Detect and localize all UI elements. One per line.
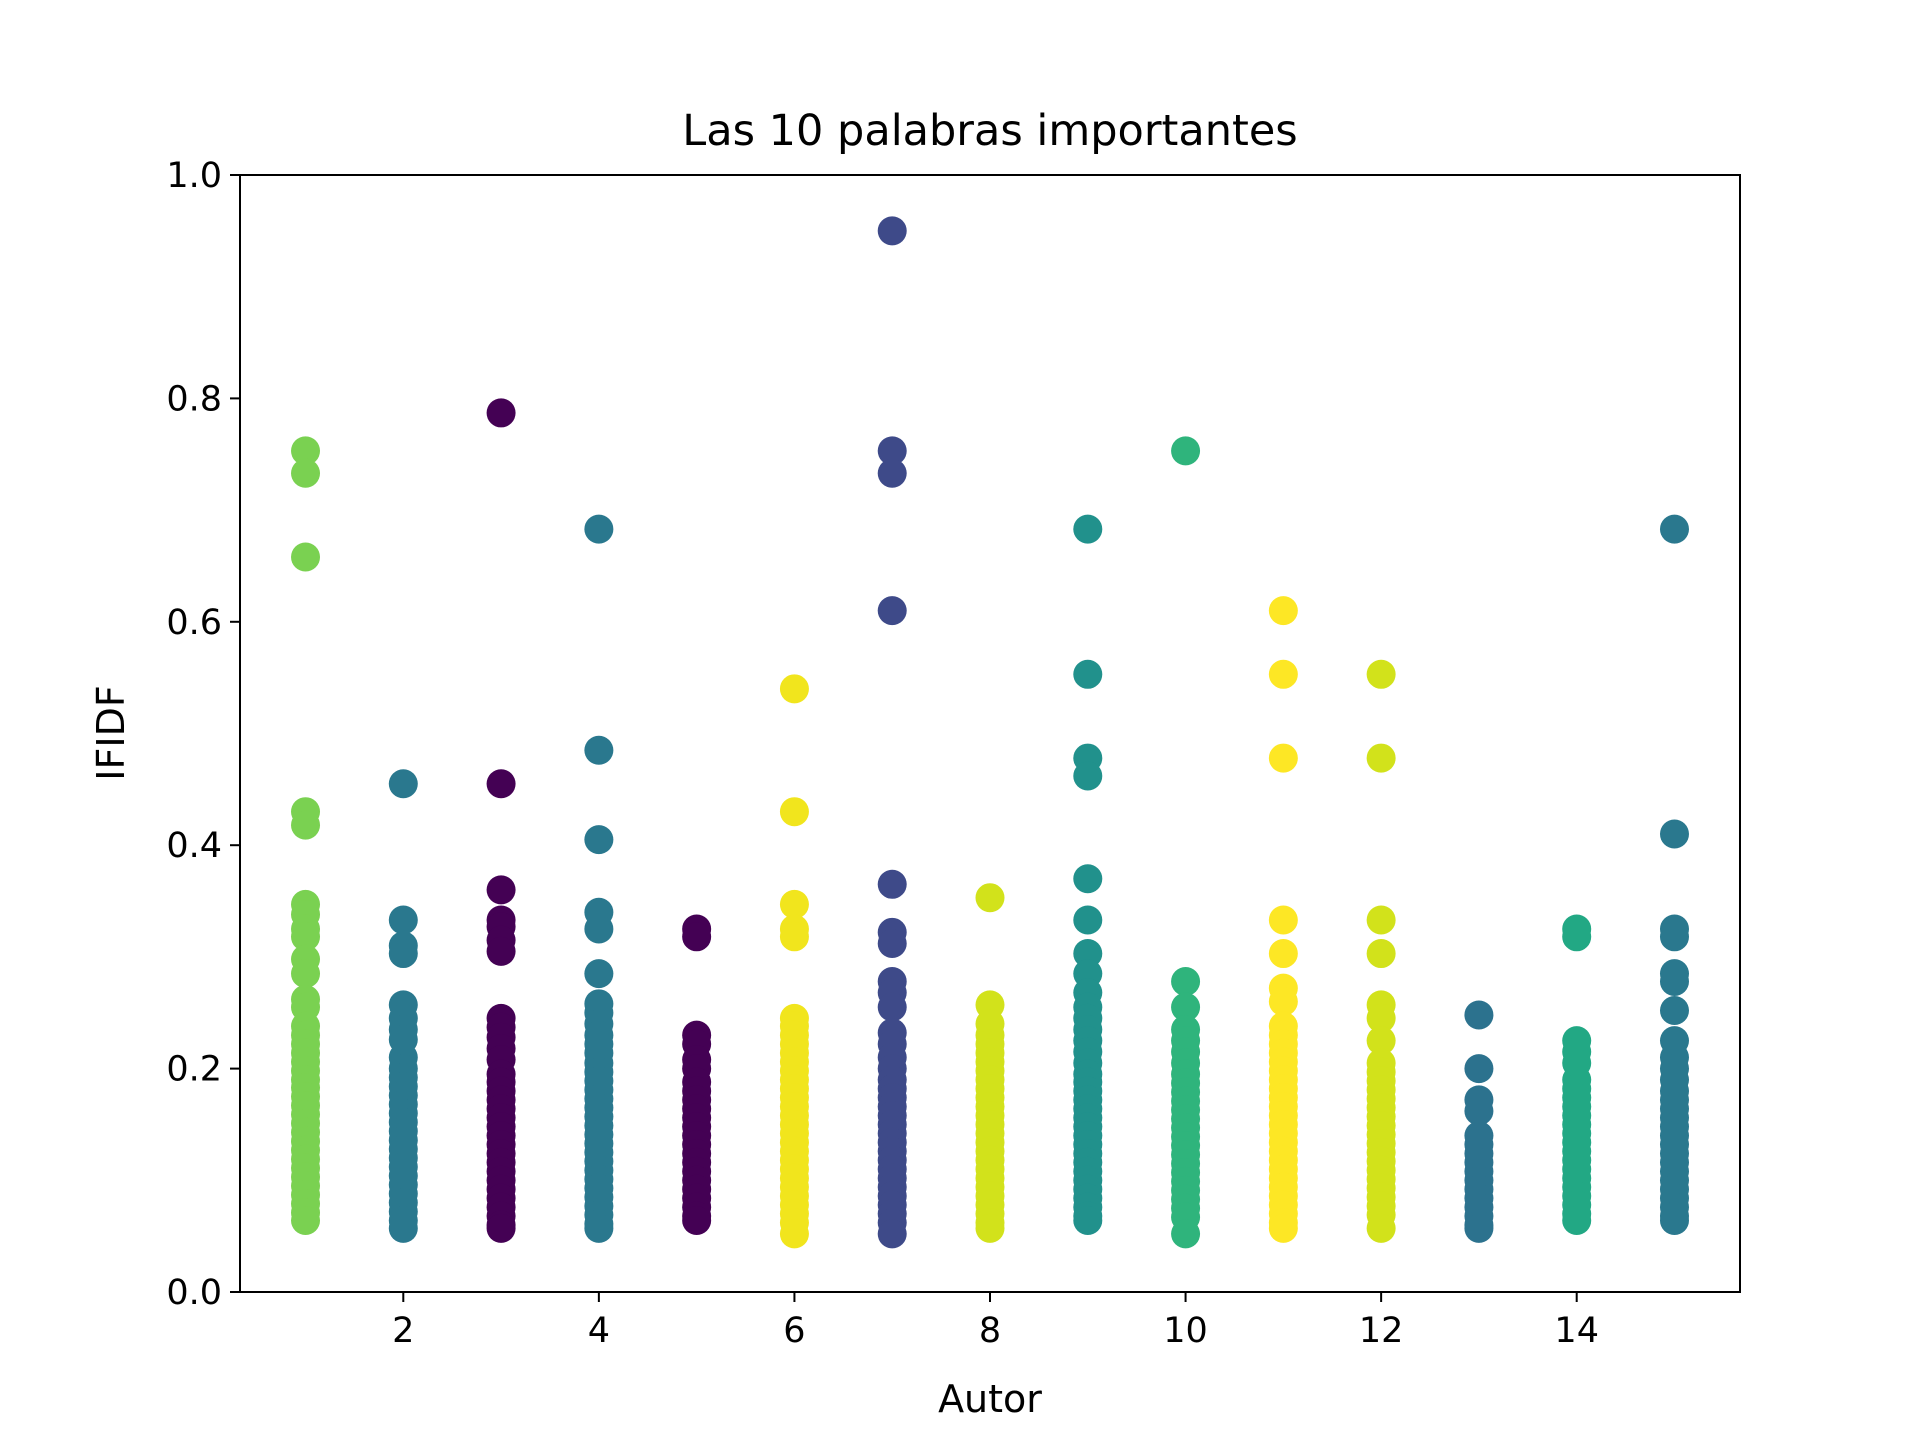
data-point: [388, 1213, 418, 1243]
data-point: [486, 769, 516, 799]
data-point: [1464, 1213, 1494, 1243]
data-points: [291, 216, 1689, 1249]
data-point: [291, 1206, 321, 1236]
data-point: [1073, 864, 1103, 894]
data-point: [388, 769, 418, 799]
data-point: [1171, 966, 1201, 996]
data-point: [584, 514, 614, 544]
data-point: [1659, 996, 1689, 1026]
y-tick-label: 0.4: [166, 826, 222, 866]
data-point: [877, 596, 907, 626]
data-point: [1366, 905, 1396, 935]
data-point: [1659, 819, 1689, 849]
data-point: [1268, 939, 1298, 969]
data-point: [779, 889, 809, 919]
data-point: [584, 959, 614, 989]
y-tick-label: 0.6: [166, 603, 222, 643]
data-point: [291, 810, 321, 840]
data-point: [1073, 905, 1103, 935]
data-point: [975, 883, 1005, 913]
data-point: [975, 1213, 1005, 1243]
data-point: [877, 436, 907, 466]
data-point: [1562, 1206, 1592, 1236]
data-point: [877, 458, 907, 488]
data-point: [486, 875, 516, 905]
x-axis-ticks: 2 4 6 8 10 12 14: [392, 1292, 1599, 1351]
x-tick-label: 4: [588, 1311, 610, 1351]
data-point: [1366, 1213, 1396, 1243]
data-point: [1268, 743, 1298, 773]
data-point: [1659, 514, 1689, 544]
data-point: [1464, 1096, 1494, 1126]
x-tick-label: 14: [1554, 1311, 1599, 1351]
data-point: [779, 674, 809, 704]
y-tick-label: 1.0: [166, 156, 222, 196]
data-point: [1073, 1206, 1103, 1236]
data-point: [1464, 1054, 1494, 1084]
data-point: [1268, 659, 1298, 689]
data-point: [1268, 905, 1298, 935]
data-point: [388, 939, 418, 969]
data-point: [877, 928, 907, 958]
data-point: [1562, 922, 1592, 952]
data-point: [1366, 743, 1396, 773]
data-point: [1464, 1000, 1494, 1030]
x-axis-label: Autor: [938, 1377, 1042, 1421]
data-point: [584, 1213, 614, 1243]
data-point: [1073, 939, 1103, 969]
data-point: [779, 922, 809, 952]
y-tick-label: 0.8: [166, 379, 222, 419]
data-point: [1366, 939, 1396, 969]
data-point: [291, 922, 321, 952]
y-tick-label: 0.0: [166, 1273, 222, 1313]
data-point: [486, 1213, 516, 1243]
x-tick-label: 12: [1359, 1311, 1404, 1351]
x-tick-label: 2: [392, 1311, 414, 1351]
data-point: [486, 398, 516, 428]
chart-title: Las 10 palabras importantes: [682, 106, 1297, 156]
data-point: [877, 1219, 907, 1249]
data-point: [1268, 987, 1298, 1017]
data-point: [1659, 966, 1689, 996]
data-point: [486, 936, 516, 966]
data-point: [1073, 659, 1103, 689]
data-point: [291, 542, 321, 572]
data-point: [779, 1219, 809, 1249]
data-point: [682, 922, 712, 952]
x-tick-label: 8: [979, 1311, 1001, 1351]
data-point: [1073, 514, 1103, 544]
data-point: [1366, 1003, 1396, 1033]
data-point: [1366, 1026, 1396, 1056]
data-point: [1659, 922, 1689, 952]
data-point: [291, 458, 321, 488]
x-tick-label: 6: [783, 1311, 805, 1351]
data-point: [584, 914, 614, 944]
data-point: [1366, 659, 1396, 689]
data-point: [291, 959, 321, 989]
data-point: [388, 905, 418, 935]
data-point: [584, 735, 614, 765]
y-axis-label: IFIDF: [89, 685, 133, 780]
data-point: [682, 1206, 712, 1236]
data-point: [877, 869, 907, 899]
data-point: [1659, 1206, 1689, 1236]
data-point: [291, 436, 321, 466]
data-point: [779, 797, 809, 827]
data-point: [1171, 992, 1201, 1022]
data-point: [1171, 1219, 1201, 1249]
data-point: [584, 825, 614, 855]
data-point: [1268, 1213, 1298, 1243]
x-tick-label: 10: [1163, 1311, 1208, 1351]
y-axis-ticks: 0.0 0.2 0.4 0.6 0.8 1.0: [166, 156, 240, 1313]
data-point: [1268, 596, 1298, 626]
data-point: [877, 992, 907, 1022]
data-point: [877, 216, 907, 246]
data-point: [1073, 761, 1103, 791]
y-tick-label: 0.2: [166, 1050, 222, 1090]
data-point: [1171, 436, 1201, 466]
